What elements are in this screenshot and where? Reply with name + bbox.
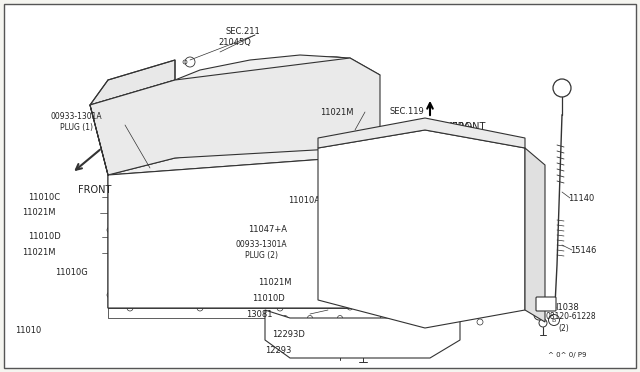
Text: 11010G: 11010G (55, 268, 88, 277)
Text: 11047+A: 11047+A (248, 225, 287, 234)
Text: -11023: -11023 (355, 142, 385, 151)
Text: 11140: 11140 (568, 194, 595, 203)
Polygon shape (265, 310, 460, 358)
Text: PLUG (1): PLUG (1) (458, 293, 491, 302)
Polygon shape (318, 118, 525, 148)
Text: PLUG (1): PLUG (1) (60, 123, 93, 132)
Text: 21045Q: 21045Q (218, 38, 251, 47)
Text: B: B (537, 312, 541, 317)
Polygon shape (30, 190, 600, 365)
Polygon shape (318, 130, 525, 328)
Text: B: B (552, 317, 556, 323)
Text: 00933-1301A: 00933-1301A (235, 240, 287, 249)
Text: PLUG (3): PLUG (3) (458, 268, 491, 277)
Polygon shape (90, 60, 175, 105)
Text: 11047: 11047 (368, 177, 394, 186)
Text: 12293: 12293 (265, 346, 291, 355)
Text: -00933-1301A: -00933-1301A (448, 257, 502, 266)
Polygon shape (108, 55, 380, 175)
Text: 11021M: 11021M (258, 278, 291, 287)
Text: 11021M: 11021M (406, 215, 440, 224)
Text: 00933-1301A: 00933-1301A (50, 112, 102, 121)
Polygon shape (90, 105, 380, 308)
Text: SEC.119: SEC.119 (390, 107, 425, 116)
Text: -11010A: -11010A (436, 122, 471, 131)
Polygon shape (108, 155, 380, 308)
Text: 11021M: 11021M (22, 208, 56, 217)
Text: 11010D: 11010D (28, 232, 61, 241)
Text: 13081: 13081 (246, 310, 273, 319)
Text: PLUG (2): PLUG (2) (245, 251, 278, 260)
Text: 11010D: 11010D (252, 294, 285, 303)
Text: 11021M: 11021M (22, 248, 56, 257)
Text: FRONT: FRONT (78, 185, 111, 195)
Text: SEC.211: SEC.211 (225, 27, 260, 36)
Polygon shape (108, 80, 175, 175)
Text: 11021M: 11021M (320, 108, 353, 117)
Text: FRONT: FRONT (452, 122, 485, 132)
Text: -08931-3041A: -08931-3041A (448, 282, 502, 291)
Text: 12293D: 12293D (272, 330, 305, 339)
Text: (2): (2) (558, 324, 569, 333)
Text: I1038: I1038 (555, 303, 579, 312)
Text: 11023A: 11023A (355, 130, 387, 139)
Text: ^ 0^ 0/ P9: ^ 0^ 0/ P9 (548, 352, 586, 358)
FancyBboxPatch shape (536, 297, 556, 311)
Polygon shape (90, 58, 380, 175)
Text: -11023+A: -11023+A (448, 243, 490, 252)
Text: 11010C: 11010C (28, 193, 60, 202)
Text: 15146: 15146 (570, 246, 596, 255)
Text: 11010: 11010 (15, 326, 41, 335)
Text: 08120-61228: 08120-61228 (546, 312, 596, 321)
Text: 11010A: 11010A (288, 196, 320, 205)
Polygon shape (525, 148, 545, 322)
